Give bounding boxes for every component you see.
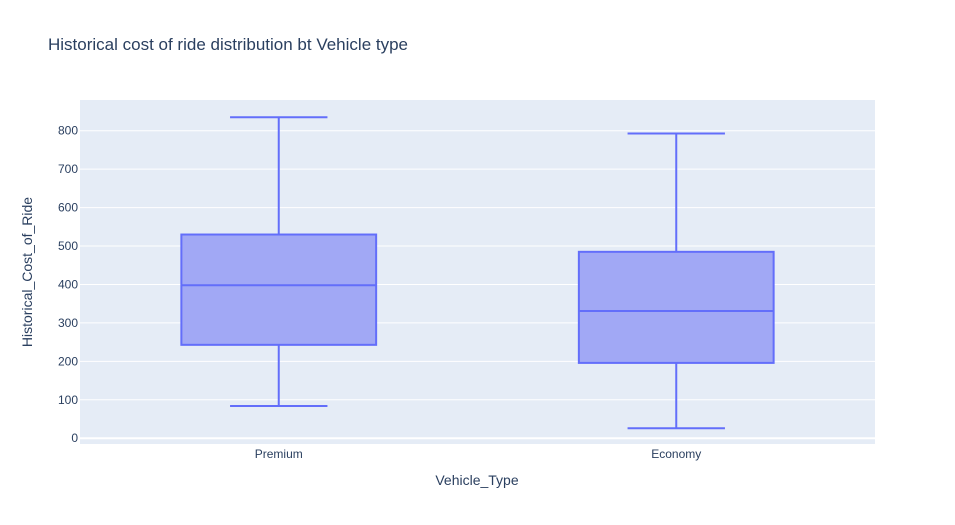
x-tick-label: Economy: [651, 447, 701, 461]
y-tick-labels: 0 100 200 300 400 500 600 700 800: [58, 124, 78, 445]
iqr-box: [180, 233, 378, 346]
iqr-box: [577, 250, 775, 364]
box-series: [180, 116, 775, 430]
x-tick-labels: Premium Economy: [255, 447, 702, 461]
box-economy: [577, 132, 775, 430]
y-tick-label: 0: [71, 431, 78, 445]
y-tick-label: 600: [58, 201, 78, 215]
box-premium: [180, 116, 378, 407]
y-tick-label: 700: [58, 162, 78, 176]
y-tick-label: 800: [58, 124, 78, 138]
y-tick-label: 500: [58, 239, 78, 253]
y-tick-label: 200: [58, 354, 78, 368]
y-tick-label: 400: [58, 277, 78, 291]
x-axis-title: Vehicle_Type: [435, 472, 518, 488]
y-tick-label: 100: [58, 393, 78, 407]
x-tick-label: Premium: [255, 447, 303, 461]
y-axis-title: Historical_Cost_of_Ride: [19, 197, 35, 347]
chart-title: Historical cost of ride distribution bt …: [48, 35, 408, 54]
y-tick-label: 300: [58, 316, 78, 330]
